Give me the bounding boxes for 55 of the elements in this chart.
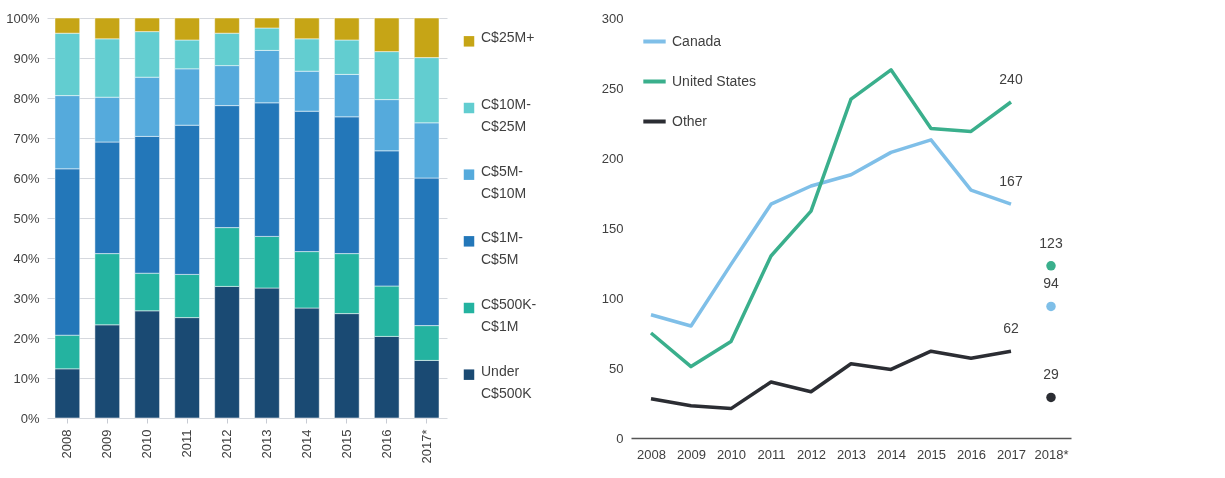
x-tick-label: 2013 [258, 429, 274, 459]
x-tick-label: 2009 [99, 429, 115, 459]
x-tick-label: 2018* [1034, 446, 1069, 462]
y-tick-label: 50% [13, 210, 40, 226]
y-tick-label: 20% [13, 330, 40, 346]
data-label: 62 [1003, 320, 1019, 337]
line-series [649, 349, 1013, 411]
x-tick-label: 2008 [637, 446, 666, 462]
data-label: 29 [1043, 366, 1059, 383]
x-tick-label: 2012 [797, 446, 826, 462]
y-tick-label: 100% [6, 10, 40, 26]
y-tick-label: 250 [601, 80, 624, 96]
y-tick-label: 50 [609, 360, 624, 376]
legend-label: United States [672, 72, 757, 89]
x-tick-label: 2015 [917, 446, 946, 462]
y-tick-label: 10% [13, 370, 40, 386]
x-tick-label: 2014 [877, 446, 906, 462]
y-tick-label: 30% [13, 290, 40, 306]
y-tick-label: 60% [13, 170, 40, 186]
legend-label: C$25M+ [481, 29, 535, 46]
x-tick-label: 2014 [298, 429, 314, 459]
x-tick-label: 2013 [837, 446, 866, 462]
y-tick-label: 200 [601, 150, 624, 166]
data-label: 240 [999, 71, 1023, 87]
data-label: 94 [1043, 275, 1059, 292]
x-tick-label: 2016 [378, 429, 394, 459]
x-tick-label: 2010 [139, 429, 155, 459]
legend-label: C$10M-C$25M [481, 96, 532, 134]
x-tick-label: 2009 [677, 446, 706, 462]
y-tick-label: 300 [601, 10, 624, 26]
y-tick-label: 0 [616, 430, 624, 446]
y-tick-label: 100 [601, 290, 624, 306]
x-tick-label: 2011 [179, 429, 195, 458]
y-tick-label: 80% [13, 90, 40, 106]
x-tick-label: 2012 [219, 429, 235, 459]
x-tick-label: 2017 [997, 446, 1026, 462]
x-tick-label: 2008 [59, 429, 75, 459]
legend-label: Other [672, 112, 708, 129]
legend-label: C$500K-C$1M [481, 296, 537, 334]
legend-label: C$1M-C$5M [481, 229, 524, 268]
y-tick-label: 150 [601, 220, 624, 236]
x-tick-label: 2015 [338, 429, 354, 459]
y-tick-label: 90% [13, 50, 40, 66]
x-tick-label: 2010 [717, 446, 746, 462]
y-tick-label: 70% [13, 130, 40, 146]
y-tick-label: 0% [20, 410, 40, 426]
data-label: 167 [999, 173, 1023, 190]
legend-label: C$5M-C$10M [481, 162, 527, 201]
legend-label: Under C$500K [481, 362, 533, 401]
x-tick-label: 2017* [418, 429, 434, 464]
data-label: 123 [1039, 234, 1063, 251]
y-tick-label: 40% [13, 250, 40, 266]
x-tick-label: 2011 [757, 446, 786, 462]
legend-label: Canada [672, 32, 722, 49]
x-tick-label: 2016 [957, 446, 986, 462]
